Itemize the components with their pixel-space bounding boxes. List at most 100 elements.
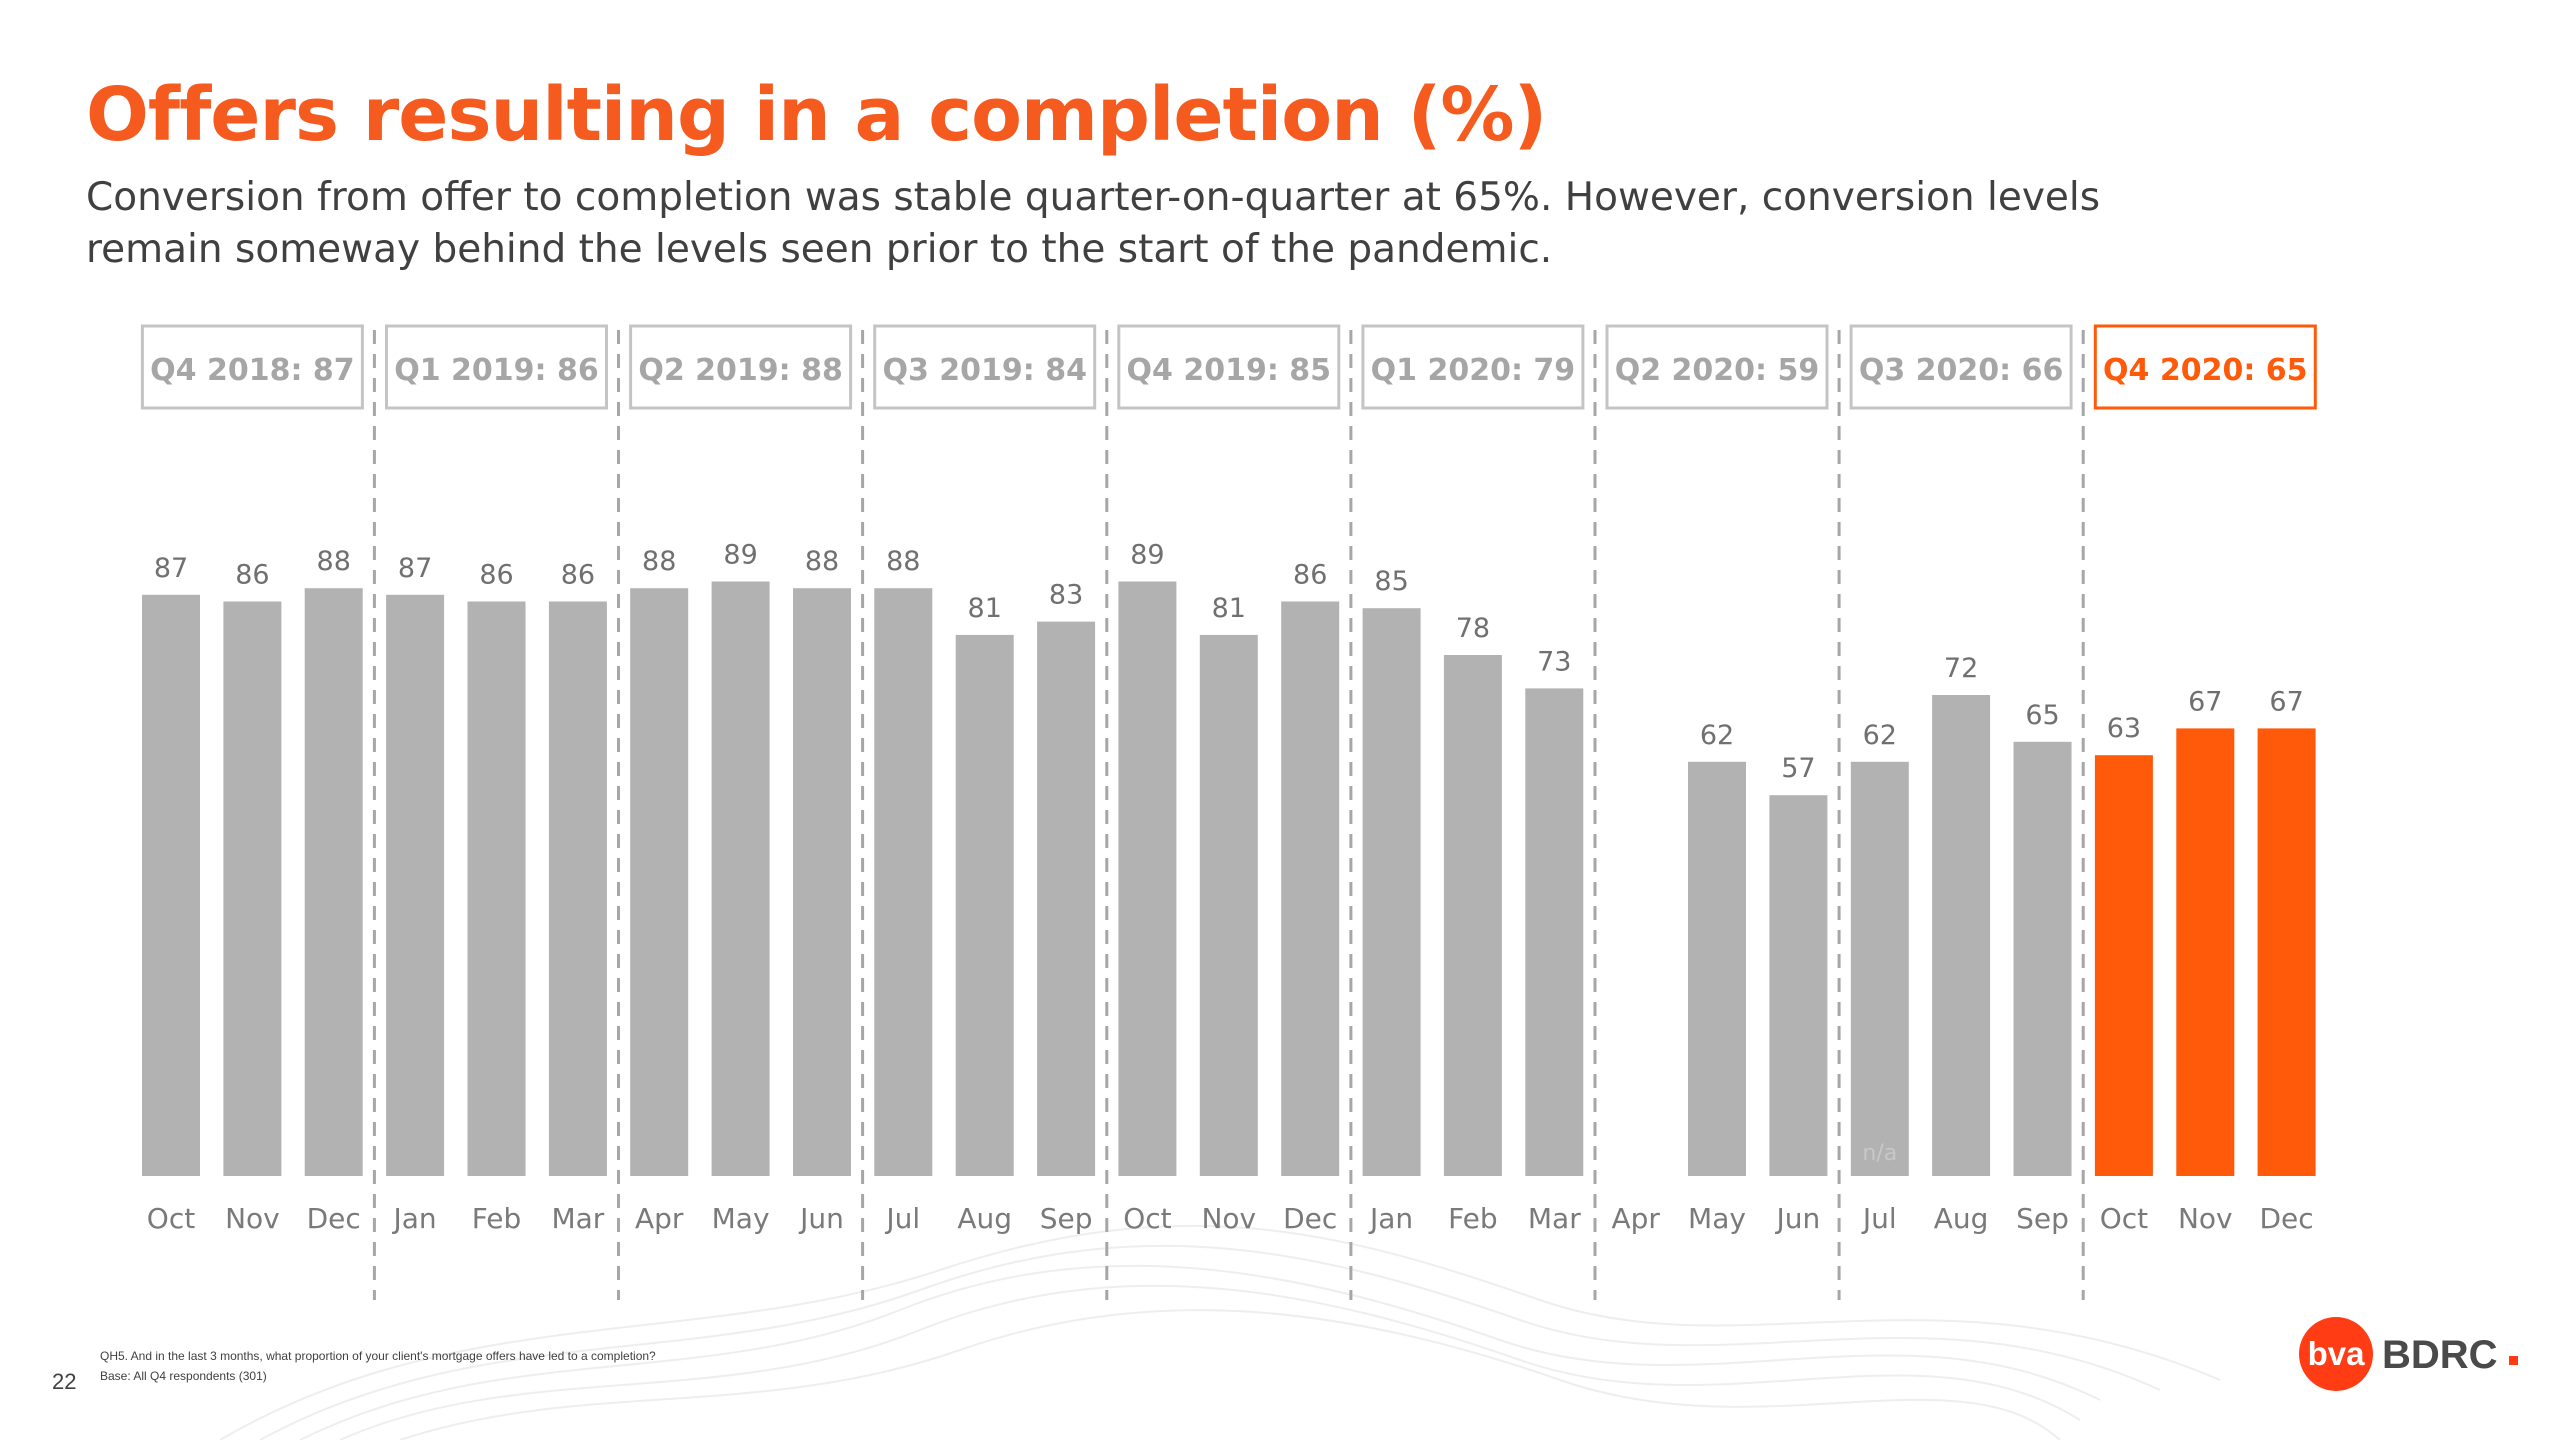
x-tick-label: Aug bbox=[1934, 1202, 1989, 1235]
bar-jun-20 bbox=[1769, 795, 1828, 1176]
quarter-summary-label: Q3 2020: 66 bbox=[1859, 353, 2064, 388]
bar-value-label: 67 bbox=[2269, 686, 2303, 717]
x-tick-label: Nov bbox=[1201, 1202, 1256, 1235]
quarter-summary-label: Q1 2020: 79 bbox=[1371, 353, 1576, 388]
bar-value-label: 83 bbox=[1049, 580, 1083, 611]
bar-value-label: 88 bbox=[642, 546, 676, 577]
x-tick-label: Jan bbox=[392, 1202, 437, 1235]
x-tick-label: Aug bbox=[957, 1202, 1012, 1235]
x-tick-label: Oct bbox=[1123, 1202, 1171, 1235]
quarter-summary-box bbox=[140, 324, 364, 410]
bar-value-label: 62 bbox=[1863, 720, 1897, 751]
bar-value-label: 62 bbox=[1700, 720, 1734, 751]
bar-value-label: 87 bbox=[154, 553, 188, 584]
x-tick-label: Nov bbox=[225, 1202, 280, 1235]
x-tick-label: Nov bbox=[2178, 1202, 2233, 1235]
bar-sep-23 bbox=[2013, 741, 2072, 1176]
bar-jun-8 bbox=[793, 588, 851, 1176]
bar-nov-13 bbox=[1199, 634, 1258, 1176]
bar-value-label: 86 bbox=[1293, 560, 1327, 591]
bar-jan-3 bbox=[386, 594, 445, 1176]
quarter-summary-box bbox=[2093, 324, 2317, 410]
bar-value-label: 86 bbox=[561, 560, 595, 591]
quarter-summary-box bbox=[629, 324, 853, 410]
bar-value-label: 85 bbox=[1374, 566, 1408, 597]
x-tick-label: Oct bbox=[147, 1202, 195, 1235]
x-tick-label: Jul bbox=[884, 1202, 920, 1235]
bar-value-label: 86 bbox=[235, 560, 269, 591]
x-tick-label: Jun bbox=[798, 1202, 844, 1235]
bar-aug-22 bbox=[1932, 695, 1991, 1176]
x-tick-label: Jan bbox=[1368, 1202, 1413, 1235]
bar-value-label: 65 bbox=[2025, 700, 2059, 731]
bar-oct-0 bbox=[142, 594, 200, 1176]
bar-may-19 bbox=[1688, 761, 1746, 1176]
bar-value-label: 87 bbox=[398, 553, 432, 584]
bdrc-logo-dot bbox=[2509, 1356, 2518, 1365]
bar-apr-6 bbox=[630, 588, 689, 1176]
bar-aug-10 bbox=[955, 634, 1014, 1176]
quarter-summary-label: Q4 2019: 85 bbox=[1127, 353, 1332, 388]
bar-value-label: 88 bbox=[317, 546, 351, 577]
bar-value-label: 89 bbox=[723, 540, 757, 571]
bar-value-label: 63 bbox=[2107, 713, 2141, 744]
bar-oct-24 bbox=[2094, 755, 2153, 1176]
bar-value-label: 67 bbox=[2188, 686, 2222, 717]
x-tick-label: Sep bbox=[2016, 1202, 2069, 1235]
page-number: 22 bbox=[52, 1369, 77, 1394]
x-tick-label: Sep bbox=[1040, 1202, 1093, 1235]
bar-dec-26 bbox=[2257, 728, 2316, 1176]
bar-dec-2 bbox=[304, 588, 363, 1176]
bar-value-label: 78 bbox=[1456, 613, 1490, 644]
bdrc-logo-text: BDRC bbox=[2382, 1333, 2498, 1377]
x-tick-label: Oct bbox=[2100, 1202, 2148, 1235]
x-tick-label: Jun bbox=[1775, 1202, 1821, 1235]
x-tick-label: May bbox=[1688, 1202, 1746, 1235]
quarter-summary-box bbox=[1117, 324, 1341, 410]
x-tick-label: Mar bbox=[551, 1202, 604, 1235]
bar-value-label: 81 bbox=[1212, 593, 1246, 624]
missing-value-label: n/a bbox=[1862, 1141, 1897, 1166]
bar-nov-25 bbox=[2176, 728, 2235, 1176]
bar-jan-15 bbox=[1362, 608, 1421, 1176]
x-tick-label: Jul bbox=[1861, 1202, 1897, 1235]
x-tick-label: Dec bbox=[307, 1202, 361, 1235]
quarter-summary-label: Q2 2020: 59 bbox=[1615, 353, 1820, 388]
bar-nov-1 bbox=[223, 601, 282, 1176]
bar-mar-17 bbox=[1525, 688, 1584, 1176]
x-tick-label: Dec bbox=[1283, 1202, 1337, 1235]
bar-feb-4 bbox=[467, 601, 526, 1176]
quarter-summary-label: Q1 2019: 86 bbox=[394, 353, 599, 388]
bar-jul-9 bbox=[874, 588, 933, 1176]
bar-value-label: 88 bbox=[805, 546, 839, 577]
quarter-summary-label: Q4 2018: 87 bbox=[150, 353, 355, 388]
footnote-base: Base: All Q4 respondents (301) bbox=[100, 1369, 267, 1383]
bar-value-label: 88 bbox=[886, 546, 920, 577]
bar-value-label: 73 bbox=[1537, 646, 1571, 677]
quarter-summary-label: Q4 2020: 65 bbox=[2103, 353, 2308, 388]
x-tick-label: Dec bbox=[2260, 1202, 2314, 1235]
quarter-summary-box bbox=[1361, 324, 1585, 410]
quarter-summary-label: Q3 2019: 84 bbox=[882, 353, 1087, 388]
bar-feb-16 bbox=[1443, 655, 1502, 1176]
bar-oct-12 bbox=[1118, 581, 1177, 1176]
quarter-summary-box bbox=[1849, 324, 2073, 410]
bar-mar-5 bbox=[548, 601, 607, 1176]
x-tick-label: Apr bbox=[635, 1202, 684, 1235]
bar-may-7 bbox=[711, 581, 770, 1176]
bva-bdrc-logo: bva BDRC bbox=[2299, 1317, 2518, 1391]
quarter-summary-box bbox=[385, 324, 608, 410]
page-title: Offers resulting in a completion (%) bbox=[86, 72, 1547, 158]
bar-value-label: 89 bbox=[1130, 540, 1164, 571]
quarter-summary-box bbox=[873, 324, 1097, 410]
x-tick-label: Feb bbox=[472, 1202, 522, 1235]
bva-logo-text: bva bbox=[2308, 1335, 2366, 1372]
quarter-summary-box bbox=[1605, 324, 1829, 410]
bar-value-label: 81 bbox=[968, 593, 1002, 624]
x-tick-label: May bbox=[712, 1202, 770, 1235]
x-tick-label: Feb bbox=[1448, 1202, 1498, 1235]
bar-value-label: 72 bbox=[1944, 653, 1978, 684]
bar-sep-11 bbox=[1037, 621, 1096, 1176]
